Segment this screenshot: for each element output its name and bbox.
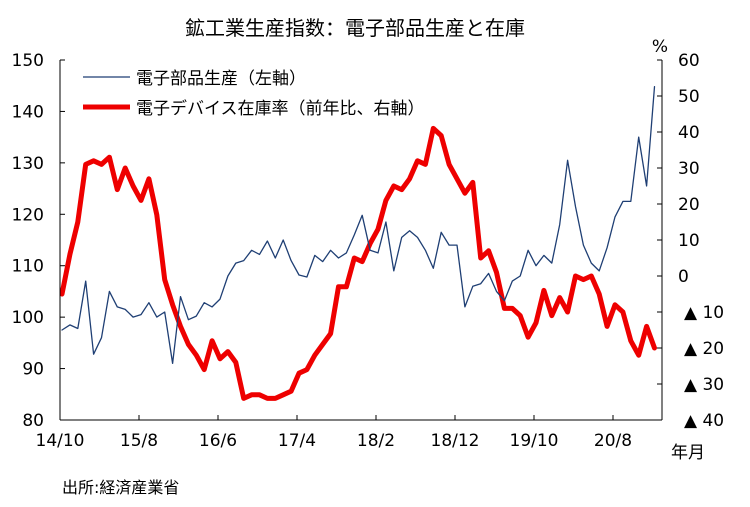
chart-title: 鉱工業生産指数：電子部品生産と在庫 — [185, 16, 525, 40]
left-axis-tick-label: 120 — [12, 205, 44, 225]
series-layer — [59, 86, 657, 401]
right-axis-tick-label: 60 — [678, 51, 700, 71]
left-axis-tick-label: 110 — [12, 257, 44, 277]
left-axis-tick-label: 80 — [22, 411, 44, 431]
right-axis-unit: % — [652, 37, 668, 57]
right-axis-tick-label: 20 — [678, 195, 700, 215]
ticks-layer — [59, 59, 662, 421]
legend: 電子部品生産（左軸） 電子デバイス在庫率（前年比、右軸） — [83, 69, 425, 119]
left-axis-tick-label: 100 — [12, 308, 44, 328]
legend-label-inventory: 電子デバイス在庫率（前年比、右軸） — [136, 98, 425, 119]
x-axis-tick-label: 14/10 — [36, 431, 85, 451]
series-line-inventory — [59, 125, 657, 401]
x-axis-tick-label: 16/6 — [199, 431, 237, 451]
right-axis-tick-label: 40 — [678, 123, 700, 143]
x-axis-tick-label: 18/12 — [431, 431, 480, 451]
series-line-production — [61, 86, 656, 365]
left-axis-tick-label: 90 — [22, 360, 44, 380]
right-axis-tick-label: 10 — [678, 231, 700, 251]
right-axis-tick-label: ▲ 30 — [684, 375, 724, 395]
right-axis-tick-label: 0 — [678, 267, 689, 287]
legend-label-production: 電子部品生産（左軸） — [136, 69, 306, 89]
left-axis-tick-label: 130 — [12, 154, 44, 174]
x-axis-tick-label: 20/8 — [594, 431, 632, 451]
left-axis-tick-label: 140 — [12, 102, 44, 122]
left-axis-tick-label: 150 — [12, 51, 44, 71]
x-axis-tick-label: 17/4 — [278, 431, 316, 451]
right-axis-tick-label: ▲ 20 — [684, 339, 724, 359]
right-axis-tick-label: ▲ 10 — [684, 303, 724, 323]
x-axis-tick-label: 15/8 — [120, 431, 158, 451]
x-axis-tick-label: 18/2 — [357, 431, 395, 451]
right-axis-tick-label: ▲ 40 — [684, 411, 724, 431]
x-unit-label: 年月 — [671, 443, 705, 463]
source-note: 出所:経済産業省 — [62, 478, 179, 497]
right-axis-tick-label: 50 — [678, 87, 700, 107]
right-axis-tick-label: 30 — [678, 159, 700, 179]
x-axis-tick-label: 19/10 — [510, 431, 559, 451]
